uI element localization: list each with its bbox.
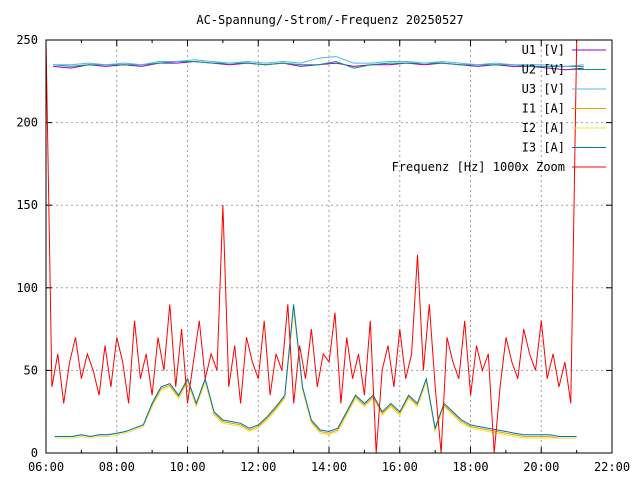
series-line-u2-v bbox=[53, 60, 584, 69]
legend-label: I1 [A] bbox=[522, 102, 565, 116]
y-tick-label: 50 bbox=[24, 363, 38, 377]
x-tick-label: 08:00 bbox=[99, 460, 135, 474]
x-tick-label: 12:00 bbox=[240, 460, 276, 474]
x-tick-label: 18:00 bbox=[452, 460, 488, 474]
axis-ticks: 0 50 100 150 200 250 06:00 08:00 10:00 12:00 14:00… bbox=[16, 33, 630, 474]
plot-frame bbox=[45, 39, 613, 454]
series-line-u3-v bbox=[53, 55, 584, 67]
series-line-u1-v bbox=[53, 60, 584, 71]
y-tick-label: 150 bbox=[16, 198, 38, 212]
grid bbox=[46, 40, 612, 453]
x-tick-label: 10:00 bbox=[169, 460, 205, 474]
y-tick-label: 250 bbox=[16, 33, 38, 47]
series-line-i3-a bbox=[54, 304, 577, 438]
legend-label: U2 [V] bbox=[522, 63, 565, 77]
legend-label: I2 [A] bbox=[522, 121, 565, 135]
legend-label: I3 [A] bbox=[522, 141, 565, 155]
y-tick-label: 100 bbox=[16, 281, 38, 295]
series-group bbox=[45, 39, 584, 454]
x-tick-label: 22:00 bbox=[594, 460, 630, 474]
x-tick-label: 14:00 bbox=[311, 460, 347, 474]
x-tick-label: 06:00 bbox=[28, 460, 64, 474]
y-tick-label: 0 bbox=[31, 446, 38, 460]
legend-label: U1 [V] bbox=[522, 43, 565, 57]
x-tick-label: 20:00 bbox=[523, 460, 559, 474]
legend-label: U3 [V] bbox=[522, 82, 565, 96]
legend: U1 [V] U2 [V] U3 [V] I1 [A] I2 [A] I3 [A] Freq… bbox=[392, 43, 606, 174]
legend-label: Frequenz [Hz] 1000x Zoom bbox=[392, 160, 565, 174]
chart-title: AC-Spannung/-Strom/-Frequenz 20250527 bbox=[196, 13, 463, 27]
y-tick-label: 200 bbox=[16, 116, 38, 130]
series-line-i2-a bbox=[54, 309, 577, 439]
series-line-frequenz-hz-1000x-zoom bbox=[45, 39, 578, 454]
x-tick-label: 16:00 bbox=[382, 460, 418, 474]
